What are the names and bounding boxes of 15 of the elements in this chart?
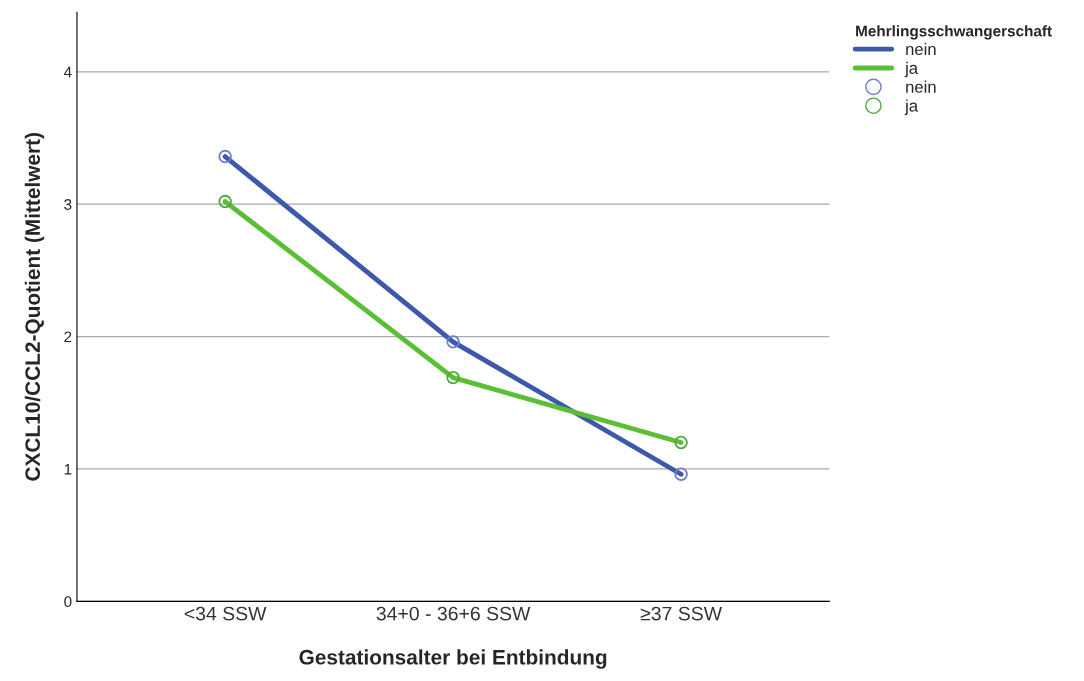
legend-label: nein bbox=[906, 42, 936, 56]
legend-label: ja bbox=[904, 61, 919, 78]
y-axis-title: CXCL10/CCL2-Quotient (Mittelwert) bbox=[24, 133, 45, 481]
x-tick-label: <34 SSW bbox=[184, 606, 267, 621]
y-tick-label: 4 bbox=[63, 66, 72, 78]
legend-label: nein bbox=[906, 80, 936, 93]
legend-label: ja bbox=[904, 99, 919, 115]
y-tick-label: 1 bbox=[64, 463, 72, 475]
y-tick-label: 0 bbox=[64, 596, 72, 608]
legend-title: Mehrlingsschwangerschaft bbox=[856, 25, 1052, 40]
x-axis-title: Gestationsalter bei Entbindung bbox=[299, 649, 607, 669]
x-tick-label: 34+0 - 36+6 SSW bbox=[376, 606, 531, 621]
y-tick-label: 2 bbox=[64, 331, 72, 343]
y-tick-label: 3 bbox=[64, 199, 72, 210]
x-tick-label: ≥37 SSW bbox=[640, 606, 723, 621]
